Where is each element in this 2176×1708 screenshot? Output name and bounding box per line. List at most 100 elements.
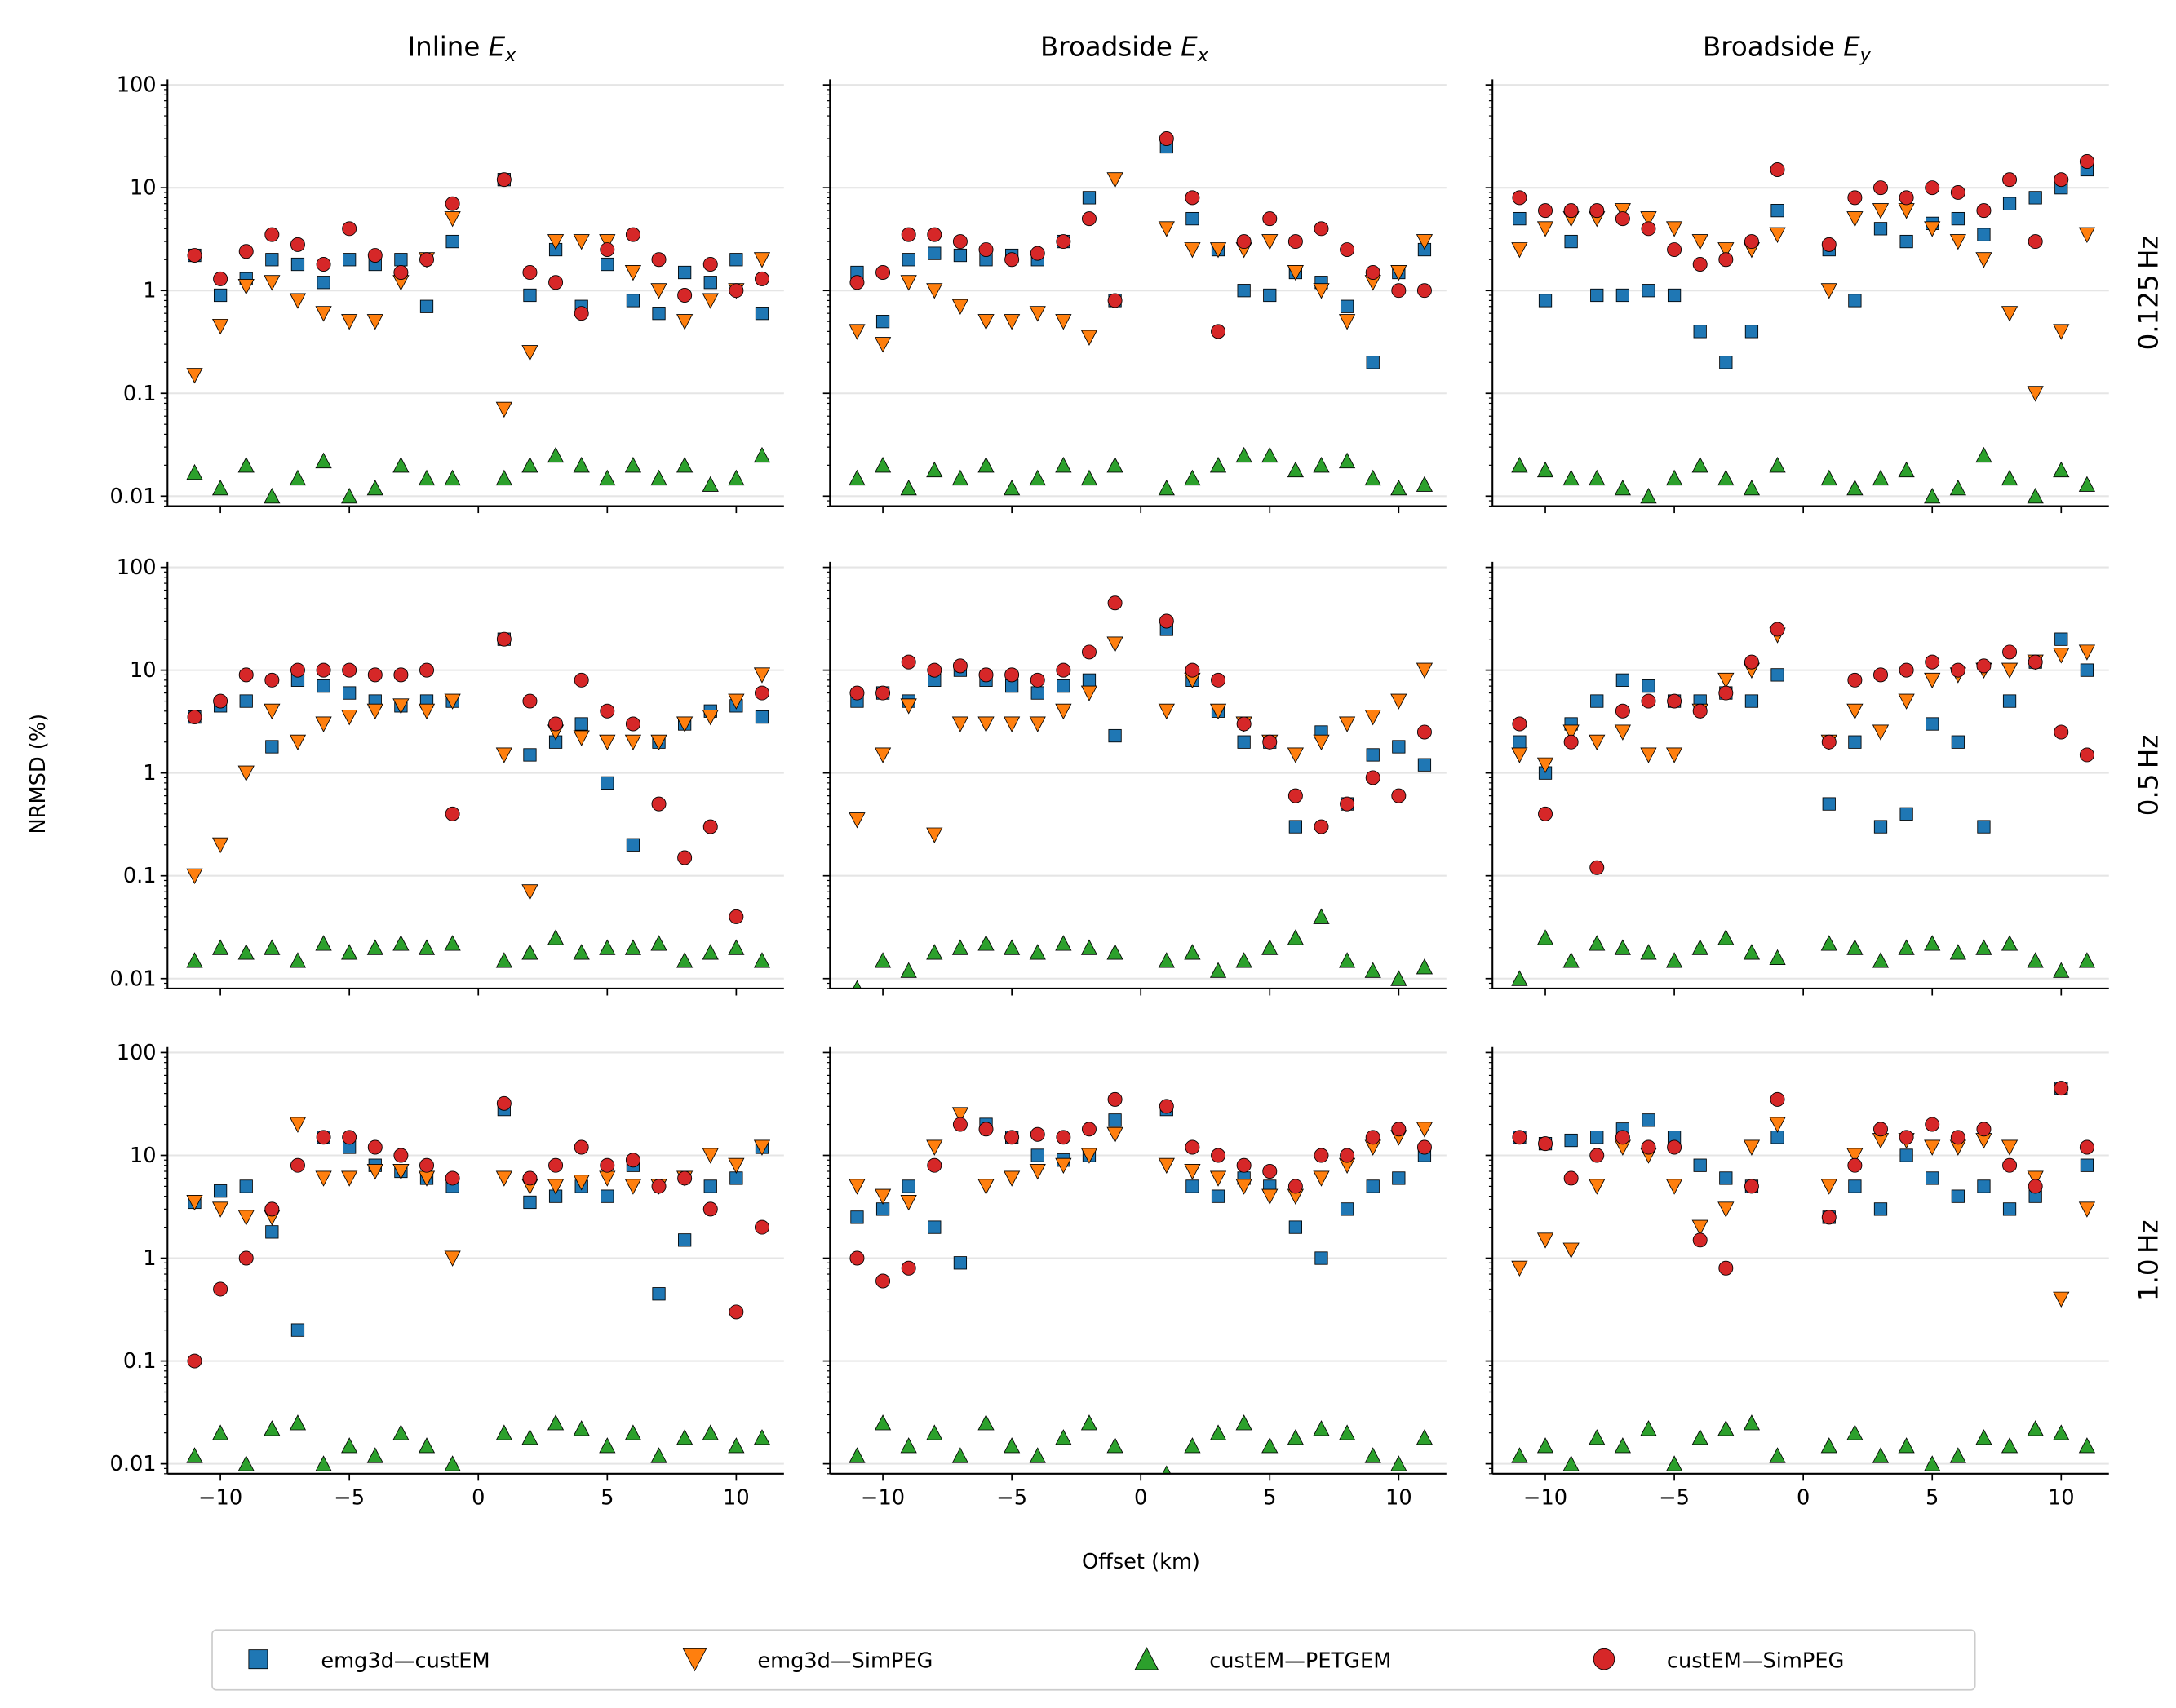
- point-square: [678, 1233, 692, 1247]
- point-triangle-up: [1898, 461, 1915, 478]
- legend-entry: emg3d—custEM: [248, 1648, 490, 1673]
- point-circle: [927, 227, 942, 242]
- point-triangle-down: [1106, 636, 1123, 653]
- point-triangle-down: [1640, 747, 1657, 763]
- point-triangle-down: [1665, 747, 1683, 763]
- point-triangle-up: [1924, 935, 1941, 951]
- point-circle: [1615, 703, 1630, 719]
- point-triangle-down: [599, 234, 616, 250]
- point-circle: [393, 1148, 409, 1163]
- point-triangle-down: [599, 1170, 616, 1187]
- point-square: [1288, 820, 1302, 834]
- point-triangle-down: [650, 283, 667, 299]
- point-triangle-up: [1846, 479, 1864, 496]
- point-triangle-down: [1029, 306, 1046, 322]
- point-circle: [1692, 703, 1708, 719]
- data-points: [186, 1095, 771, 1471]
- point-circle: [1314, 221, 1329, 237]
- point-square: [875, 315, 890, 329]
- point-triangle-up: [186, 952, 203, 968]
- x-tick-label: −10: [1523, 1485, 1567, 1510]
- point-circle: [1847, 1157, 1863, 1173]
- point-triangle-down: [676, 314, 694, 330]
- point-circle: [1004, 667, 1020, 683]
- point-square: [1719, 1171, 1733, 1185]
- point-circle: [600, 1157, 615, 1173]
- point-circle: [1847, 190, 1863, 206]
- legend-label: custEM—SimPEG: [1667, 1648, 1845, 1673]
- point-triangle-down: [650, 734, 667, 751]
- point-circle: [1744, 234, 1759, 250]
- point-circle: [574, 1139, 589, 1155]
- data-points: [186, 631, 771, 968]
- point-square: [1185, 211, 1199, 226]
- point-triangle-down: [186, 368, 203, 384]
- point-circle: [2079, 154, 2094, 169]
- data-points: [849, 131, 1434, 496]
- point-square: [1564, 234, 1578, 249]
- point-triangle-down: [1717, 1201, 1735, 1218]
- column-title-subscript: x: [504, 45, 516, 66]
- point-circle: [187, 1353, 202, 1369]
- panel: −10 −5 0 5 10: [1485, 1046, 2109, 1510]
- point-square: [2080, 1158, 2094, 1172]
- point-square: [2002, 1202, 2017, 1216]
- point-triangle-down: [392, 1164, 410, 1180]
- x-tick-label: −5: [996, 1485, 1027, 1510]
- point-square: [729, 1171, 743, 1185]
- point-triangle-down: [1004, 314, 1021, 330]
- point-circle: [496, 631, 512, 647]
- legend-marker-circle: [1593, 1648, 1615, 1670]
- point-triangle-up: [1158, 479, 1175, 496]
- point-square: [953, 1256, 968, 1270]
- y-tick-label: 0.01: [110, 485, 157, 509]
- point-square: [394, 253, 408, 267]
- point-triangle-down: [237, 279, 255, 295]
- legend-entry: custEM—PETGEM: [1134, 1647, 1391, 1673]
- point-square: [1642, 284, 1655, 298]
- point-circle: [419, 252, 434, 268]
- point-circle: [1185, 662, 1200, 678]
- point-circle: [1976, 1122, 1992, 1137]
- point-triangle-up: [1416, 476, 1434, 492]
- point-square: [1513, 211, 1527, 226]
- point-square: [1642, 1113, 1655, 1127]
- point-circle: [702, 1201, 718, 1217]
- point-square: [2002, 197, 2017, 210]
- data-points: [1511, 622, 2096, 986]
- point-triangle-down: [547, 234, 565, 250]
- point-triangle-up: [1924, 487, 1941, 504]
- point-triangle-down: [1536, 221, 1554, 237]
- point-circle: [755, 271, 769, 286]
- point-circle: [849, 685, 865, 701]
- point-triangle-down: [1158, 703, 1175, 720]
- point-triangle-down: [521, 884, 538, 900]
- point-square: [2054, 632, 2068, 646]
- legend-label: emg3d—SimPEG: [757, 1648, 933, 1673]
- point-triangle-down: [951, 1107, 969, 1123]
- point-circle: [1718, 252, 1734, 268]
- point-triangle-down: [728, 1157, 745, 1175]
- legend: emg3d—custEM emg3d—SimPEG custEM—PETGEM cus…: [211, 1629, 1976, 1691]
- point-circle: [1030, 246, 1045, 261]
- point-square: [703, 276, 717, 290]
- point-square: [729, 253, 743, 267]
- point-triangle-up: [1029, 469, 1046, 486]
- column-title: Broadside Ey: [1703, 31, 1872, 66]
- point-circle: [522, 265, 538, 280]
- point-triangle-up: [366, 939, 383, 955]
- point-triangle-up: [1004, 1437, 1021, 1454]
- point-triangle-up: [753, 446, 771, 463]
- point-square: [523, 288, 537, 303]
- point-triangle-down: [366, 703, 383, 720]
- point-circle: [238, 667, 254, 683]
- point-triangle-down: [1287, 265, 1304, 281]
- point-square: [1108, 1113, 1122, 1127]
- point-square: [1366, 748, 1380, 762]
- point-square: [850, 1210, 864, 1224]
- point-square: [290, 257, 305, 272]
- point-square: [1185, 1179, 1199, 1193]
- point-triangle-up: [1743, 1414, 1761, 1431]
- point-square: [755, 307, 769, 321]
- point-triangle-up: [521, 457, 538, 473]
